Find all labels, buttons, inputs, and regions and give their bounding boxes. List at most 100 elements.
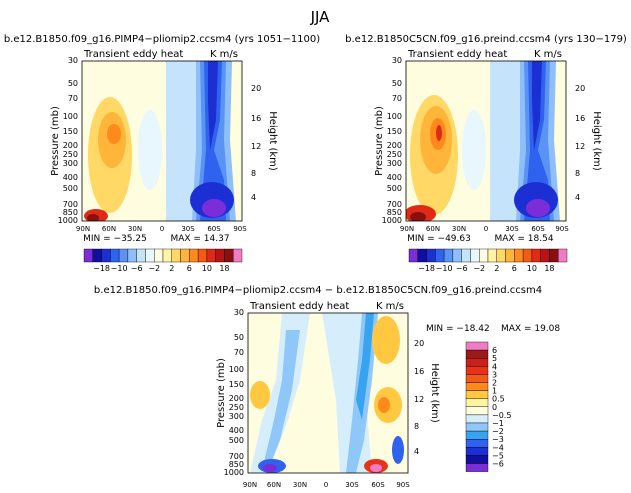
colorbar-label: 5 [492, 354, 497, 363]
colorbar-swatch [92, 248, 102, 263]
ytick: 200 [387, 141, 402, 150]
xtick: 90N [400, 225, 414, 233]
colorbar-swatch [101, 248, 111, 263]
min-value: MIN = −49.63 [407, 234, 471, 244]
tropical-minimum [462, 110, 486, 190]
colorbar-label: −0.5 [492, 411, 511, 420]
panel-title: b.e12.B1850.f09_g16.PIMP4−pliomip2.ccsm4… [4, 34, 320, 45]
colorbar-swatch [465, 463, 489, 472]
colorbar-swatch [465, 422, 489, 432]
xtick: 60S [531, 225, 545, 233]
latitude-ticks: 90N 60N 30N 0 30S 60S 90S [400, 225, 569, 233]
colorbar-swatch [452, 248, 462, 263]
diff-band-sh-3 [356, 313, 374, 420]
max-value: MAX = 14.37 [170, 234, 229, 244]
plot-frame [247, 312, 409, 474]
y-axis-right-label: Height (km) [591, 111, 602, 171]
page-title: JJA [310, 8, 331, 26]
colorbar-swatch [465, 447, 489, 456]
ytick: 150 [387, 127, 402, 136]
xtick: 60S [371, 481, 385, 489]
panel-subtitle: Transient eddy heat [249, 301, 349, 312]
colorbar-swatch [465, 382, 489, 391]
colorbar-label: 6 [187, 264, 192, 273]
colorbar-top-right: −18 −10 −6 −2 2 6 10 18 [408, 248, 568, 273]
colorbar-label: 6 [492, 346, 497, 355]
xtick: 60N [267, 481, 281, 489]
colorbar-swatch [522, 248, 533, 263]
panel-pimp4: b.e12.B1850.f09_g16.PIMP4−pliomip2.ccsm4… [4, 34, 320, 244]
colorbar-swatch [558, 248, 568, 263]
colorbar-label: −4 [492, 443, 504, 452]
min-value: MIN = −35.25 [83, 234, 147, 244]
colorbar-swatch [465, 414, 489, 424]
contour-field [82, 61, 242, 221]
xtick: 0 [484, 225, 488, 233]
xtick: 30N [293, 481, 307, 489]
panel-preind: b.e12.B1850C5CN.f09_g16.preind.ccsm4 (yr… [345, 34, 627, 244]
colorbar-swatch [514, 248, 524, 263]
colorbar-swatch [531, 248, 541, 263]
colorbar-label: −10 [111, 264, 128, 273]
colorbar-swatch [465, 439, 489, 448]
ytick: 250 [387, 150, 402, 159]
ytick: 850 [63, 208, 78, 217]
ytick: 300 [387, 159, 402, 168]
ytick: 300 [63, 159, 78, 168]
height-tick: 20 [414, 339, 424, 348]
xtick: 30S [181, 225, 195, 233]
contour-field [248, 313, 408, 473]
xtick: 30N [128, 225, 142, 233]
diff-pos-surface-sh-peak [370, 464, 382, 472]
ytick: 50 [392, 79, 402, 88]
xtick: 60S [207, 225, 221, 233]
ytick: 200 [63, 141, 78, 150]
colorbar-swatch [487, 248, 497, 263]
colorbar-swatch [224, 248, 234, 263]
xtick: 90N [76, 225, 90, 233]
ytick: 300 [229, 412, 244, 421]
ytick: 50 [234, 333, 244, 342]
units-label: K m/s [210, 49, 238, 60]
ytick: 850 [229, 460, 244, 469]
diff-band-nh-2 [262, 330, 300, 470]
colorbar-label: 0 [492, 403, 497, 412]
panel-difference: b.e12.B1850.f09_g16.PIMP4−pliomip2.ccsm4… [94, 285, 560, 489]
colorbar-label: 2 [492, 379, 497, 388]
ytick: 500 [229, 436, 244, 445]
latitude-ticks: 90N 60N 30N 0 30S 60S 90S [243, 481, 410, 489]
pressure-ticks: 30 50 70 100 150 200 250 300 400 500 700… [224, 308, 244, 477]
colorbar-swatch [465, 430, 489, 440]
height-tick: 20 [251, 84, 261, 93]
colorbar-swatch [479, 248, 489, 263]
xtick: 90N [243, 481, 257, 489]
colorbar-swatch [465, 349, 489, 359]
colorbar-label: −2 [492, 427, 504, 436]
nh-jet-core [436, 125, 442, 141]
xtick: 30S [505, 225, 519, 233]
colorbar-label: −5 [492, 451, 504, 460]
colorbar-label: −6 [456, 264, 468, 273]
ytick: 30 [234, 308, 244, 317]
panel-title: b.e12.B1850C5CN.f09_g16.preind.ccsm4 (yr… [345, 34, 627, 45]
ytick: 500 [387, 184, 402, 193]
units-label: K m/s [376, 301, 404, 312]
colorbar-swatch [145, 248, 155, 263]
colorbar-label: −10 [436, 264, 453, 273]
pressure-ticks: 30 50 70 100 150 200 250 300 400 500 700… [58, 56, 78, 225]
colorbar-label: 0.5 [492, 395, 505, 404]
ytick: 250 [63, 150, 78, 159]
colorbar-label: −2 [473, 264, 485, 273]
colorbar-swatch [154, 248, 164, 263]
colorbar-swatch [408, 248, 418, 263]
sh-low-level-max [526, 199, 550, 217]
panel-title: b.e12.B1850.f09_g16.PIMP4−pliomip2.ccsm4… [94, 285, 542, 296]
colorbar-swatch [443, 248, 454, 263]
xtick: 30N [452, 225, 466, 233]
ytick: 30 [68, 56, 78, 65]
ytick: 100 [63, 112, 78, 121]
height-tick: 8 [251, 169, 256, 178]
colorbar-swatch [465, 341, 489, 351]
ytick: 700 [387, 200, 402, 209]
